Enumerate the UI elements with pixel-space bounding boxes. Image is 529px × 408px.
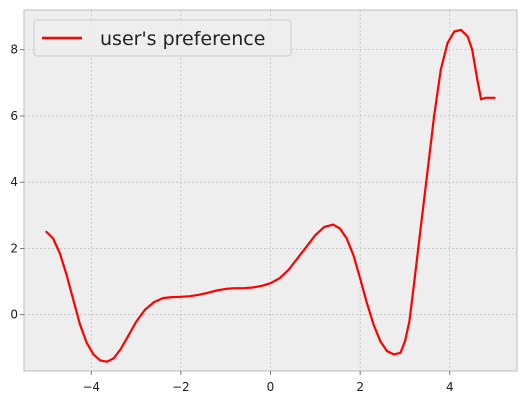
legend: user's preference [33,19,292,57]
x-tick-label: 0 [267,380,275,394]
x-tick-label: 2 [356,380,364,394]
grid [24,10,517,371]
x-tick-label: 4 [446,380,454,394]
legend-label: user's preference [100,28,265,50]
x-tick-label: −2 [172,380,190,394]
y-tick-label: 2 [10,241,18,255]
series-line [45,28,496,363]
y-axis: 0 2 4 6 8 [10,43,24,322]
x-axis: −4 −2 0 2 4 [82,371,454,394]
legend-box [33,19,292,57]
y-tick-label: 6 [10,109,18,123]
series-layer [45,28,496,363]
x-tick-label: −4 [82,380,100,394]
y-tick-label: 8 [10,43,18,57]
y-tick-label: 4 [10,175,18,189]
y-tick-label: 0 [10,308,18,322]
